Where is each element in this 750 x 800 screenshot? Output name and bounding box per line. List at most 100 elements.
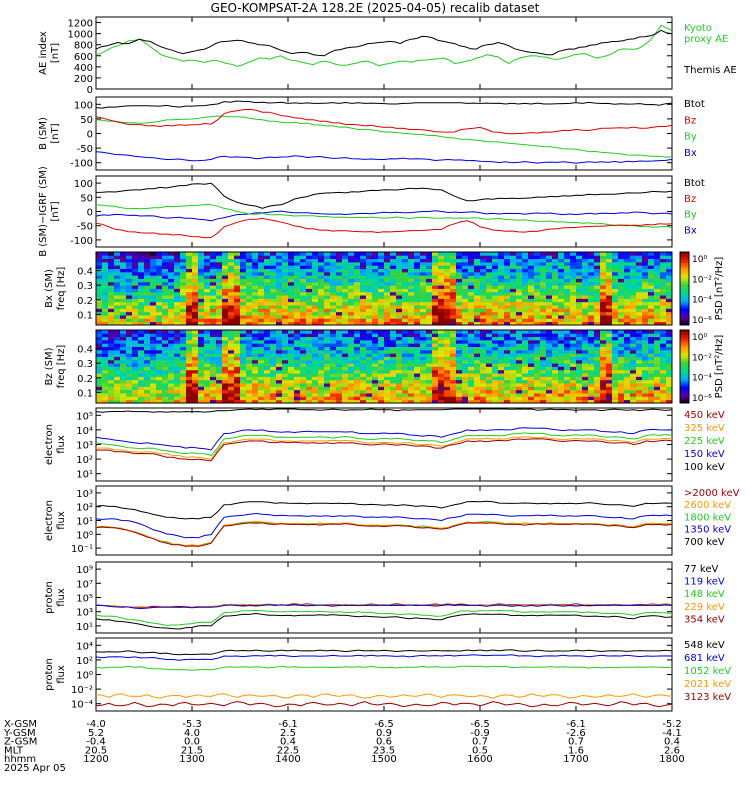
heatmap-cell xyxy=(120,261,127,266)
heatmap-cell xyxy=(606,288,613,293)
heatmap-cell xyxy=(420,343,427,347)
heatmap-cell xyxy=(564,389,571,394)
heatmap-cell xyxy=(114,343,121,347)
heatmap-cell xyxy=(126,366,133,371)
heatmap-cell xyxy=(174,396,181,401)
heatmap-cell xyxy=(630,333,637,338)
heatmap-cell xyxy=(138,291,145,296)
heatmap-cell xyxy=(390,343,397,347)
heatmap-cell xyxy=(420,353,427,357)
series-line-bsm-1 xyxy=(95,115,673,158)
heatmap-cell xyxy=(270,318,277,323)
heatmap-cell xyxy=(324,363,331,367)
heatmap-cell xyxy=(270,383,277,387)
heatmap-cell xyxy=(168,315,175,319)
heatmap-cell xyxy=(570,308,577,313)
legend-label: 148 keV xyxy=(684,589,725,600)
heatmap-cell xyxy=(126,369,133,374)
heatmap-cell xyxy=(510,346,517,351)
heatmap-cell xyxy=(120,301,127,306)
heatmap-cell xyxy=(630,366,637,371)
heatmap-cell xyxy=(576,379,583,384)
heatmap-cell xyxy=(324,298,331,303)
heatmap-cell xyxy=(366,291,373,296)
heatmap-cell xyxy=(324,373,331,377)
heatmap-cell xyxy=(264,369,271,374)
heatmap-cell xyxy=(390,291,397,296)
heatmap-cell xyxy=(666,366,673,371)
heatmap-cell xyxy=(114,301,121,306)
heatmap-cell xyxy=(234,285,241,289)
heatmap-cell xyxy=(552,295,559,299)
heatmap-cell xyxy=(384,275,391,279)
heatmap-cell xyxy=(318,376,325,381)
heatmap-cell xyxy=(144,288,151,293)
heatmap-cell xyxy=(336,396,343,401)
heatmap-cell xyxy=(510,376,517,381)
heatmap-cell xyxy=(264,359,271,364)
heatmap-cell xyxy=(444,349,451,354)
heatmap-cell xyxy=(468,291,475,296)
ytick-label: -100 xyxy=(70,236,93,247)
heatmap-cell xyxy=(192,285,199,289)
heatmap-cell xyxy=(654,288,661,293)
heatmap-cell xyxy=(102,353,109,357)
heatmap-cell xyxy=(210,336,217,341)
heatmap-cell xyxy=(582,285,589,289)
heatmap-cell xyxy=(432,379,439,384)
heatmap-cell xyxy=(504,301,511,306)
heatmap-cell xyxy=(480,353,487,357)
heatmap-cell xyxy=(564,308,571,313)
heatmap-cell xyxy=(282,389,289,394)
ytick-label: 10⁻¹ xyxy=(71,544,93,555)
heatmap-cell xyxy=(102,349,109,354)
heatmap-cell xyxy=(582,353,589,357)
heatmap-cell xyxy=(96,288,103,293)
heatmap-cell xyxy=(408,363,415,367)
heatmap-cell xyxy=(564,356,571,361)
heatmap-cell xyxy=(96,255,103,260)
heatmap-cell xyxy=(606,295,613,299)
heatmap-cell xyxy=(648,359,655,364)
heatmap-cell xyxy=(306,333,313,338)
heatmap-cell xyxy=(432,321,439,326)
heatmap-cell xyxy=(648,321,655,326)
heatmap-cell xyxy=(306,301,313,306)
heatmap-cell xyxy=(108,393,115,397)
heatmap-cell xyxy=(324,343,331,347)
heatmap-cell xyxy=(180,379,187,384)
heatmap-cell xyxy=(504,366,511,371)
heatmap-cell xyxy=(126,268,133,273)
y-axis-label: AE index xyxy=(38,31,49,75)
heatmap-cell xyxy=(540,318,547,323)
heatmap-cell xyxy=(480,311,487,316)
heatmap-cell xyxy=(636,383,643,387)
heatmap-cell xyxy=(408,305,415,309)
heatmap-cell xyxy=(552,346,559,351)
heatmap-cell xyxy=(210,311,217,316)
heatmap-cell xyxy=(612,305,619,309)
heatmap-cell xyxy=(636,311,643,316)
heatmap-cell xyxy=(102,271,109,276)
heatmap-cell xyxy=(210,252,217,256)
heatmap-cell xyxy=(180,281,187,286)
heatmap-cell xyxy=(558,399,565,404)
heatmap-cell xyxy=(168,265,175,269)
heatmap-cell xyxy=(450,298,457,303)
heatmap-cell xyxy=(432,305,439,309)
heatmap-cell xyxy=(138,336,145,341)
heatmap-cell xyxy=(408,349,415,354)
heatmap-cell xyxy=(264,356,271,361)
heatmap-cell xyxy=(408,386,415,391)
heatmap-cell xyxy=(186,301,193,306)
heatmap-cell xyxy=(312,258,319,263)
heatmap-cell xyxy=(414,330,421,334)
heatmap-cell xyxy=(288,271,295,276)
heatmap-cell xyxy=(660,383,667,387)
heatmap-cell xyxy=(294,356,301,361)
heatmap-cell xyxy=(468,376,475,381)
heatmap-cell xyxy=(210,298,217,303)
heatmap-cell xyxy=(204,379,211,384)
heatmap-cell xyxy=(204,308,211,313)
heatmap-cell xyxy=(216,275,223,279)
